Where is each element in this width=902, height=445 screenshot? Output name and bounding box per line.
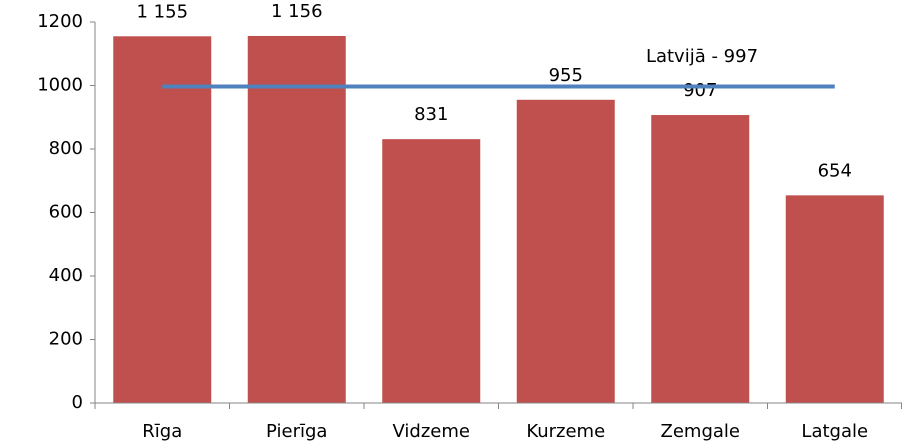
y-tick-label: 1200 — [37, 11, 83, 32]
data-label: 831 — [414, 104, 448, 125]
x-tick-label: Latgale — [801, 421, 868, 442]
bar — [651, 115, 750, 403]
data-label: 955 — [549, 65, 583, 86]
x-tick-label: Kurzeme — [526, 421, 605, 442]
bar — [113, 36, 212, 403]
y-tick-label: 200 — [49, 329, 83, 350]
bar — [785, 195, 884, 403]
x-tick-label: Zemgale — [661, 421, 740, 442]
data-label: 1 155 — [136, 1, 188, 22]
y-tick-label: 400 — [49, 265, 83, 286]
y-tick-label: 0 — [72, 392, 83, 413]
y-tick-label: 600 — [49, 202, 83, 223]
data-label: 907 — [683, 80, 717, 101]
data-label: 654 — [818, 160, 852, 181]
reference-label: Latvijā - 997 — [646, 46, 758, 67]
x-tick-label: Pierīga — [266, 421, 327, 442]
bar — [382, 139, 481, 403]
x-tick-label: Vidzeme — [393, 421, 470, 442]
data-label: 1 156 — [271, 1, 323, 22]
bar — [516, 99, 615, 403]
y-tick-label: 800 — [49, 138, 83, 159]
y-tick-label: 1000 — [37, 75, 83, 96]
bar — [247, 35, 346, 403]
x-tick-label: Rīga — [142, 421, 182, 442]
